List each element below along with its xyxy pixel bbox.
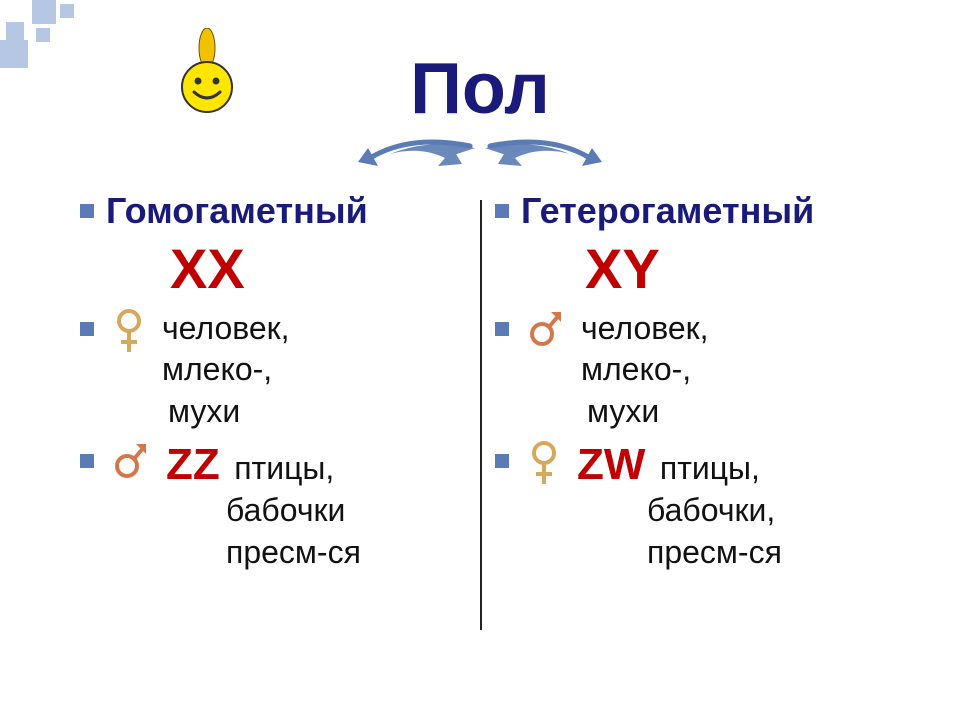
left-heading: Гомогаметный <box>106 190 368 232</box>
bullet-icon <box>80 322 94 336</box>
bullet-icon <box>495 204 509 218</box>
left-line2: бабочки <box>226 490 361 532</box>
page-title: Пол <box>410 49 550 129</box>
right-line2: пресм-ся <box>647 532 782 574</box>
bullet-icon <box>80 454 94 468</box>
left-chromo-xx: ХХ <box>170 238 475 300</box>
male-icon <box>529 308 563 353</box>
female-icon <box>529 440 559 493</box>
left-line2: пресм-ся <box>226 532 361 574</box>
bullet-icon <box>495 322 509 336</box>
left-line: человек, <box>162 308 290 350</box>
bullet-icon <box>80 204 94 218</box>
right-chromo-zw: ZW <box>577 440 645 489</box>
split-arrows-icon <box>350 136 610 191</box>
left-line: млеко-, <box>162 349 290 391</box>
left-chromo-zz: ZZ <box>166 440 220 489</box>
female-icon <box>114 308 144 361</box>
right-chromo-xy: ХY <box>585 238 890 300</box>
male-icon <box>114 440 148 485</box>
right-line2: бабочки, <box>647 490 782 532</box>
right-line: человек, <box>581 308 709 350</box>
left-line: мухи <box>168 391 290 433</box>
bullet-icon <box>495 454 509 468</box>
right-column: Гетерогаметный ХY человек, млеко-, мухи <box>485 190 900 580</box>
right-line: млеко-, <box>581 349 709 391</box>
left-column: Гомогаметный ХХ человек, млеко-, мухи <box>70 190 485 580</box>
right-line: мухи <box>587 391 709 433</box>
right-heading: Гетерогаметный <box>521 190 814 232</box>
left-line2: птицы, <box>234 450 334 486</box>
right-line2: птицы, <box>660 450 760 486</box>
